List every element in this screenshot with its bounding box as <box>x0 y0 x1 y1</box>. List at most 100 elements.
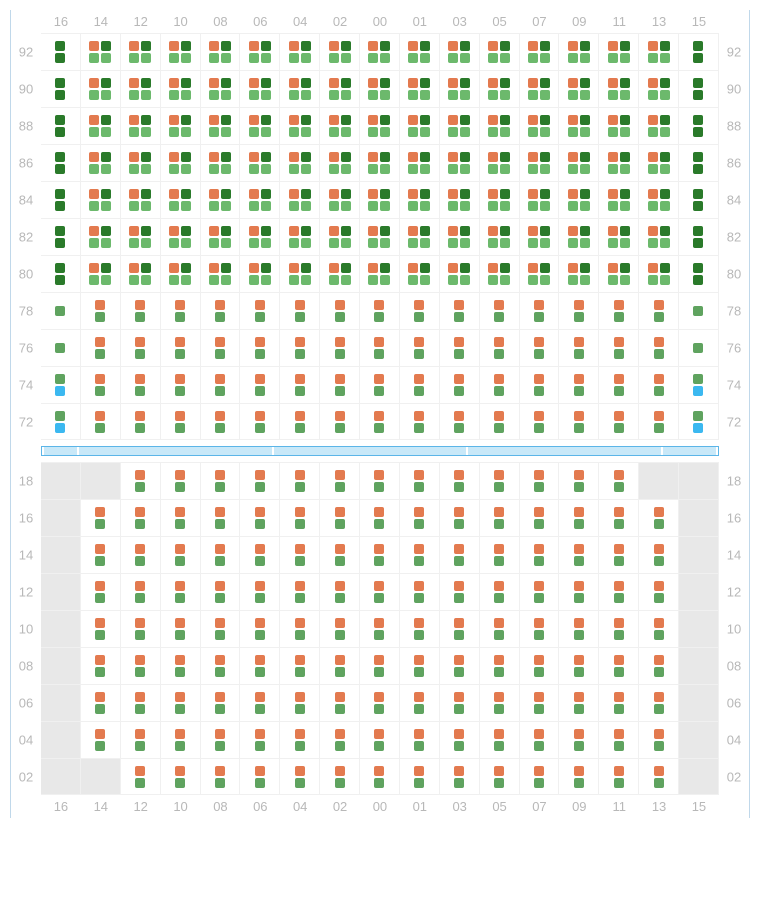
port-square[interactable] <box>654 729 664 739</box>
port-square[interactable] <box>209 201 219 211</box>
port-square[interactable] <box>580 78 590 88</box>
port-square[interactable] <box>614 374 624 384</box>
port-square[interactable] <box>335 470 345 480</box>
port-square[interactable] <box>580 90 590 100</box>
port-square[interactable] <box>95 300 105 310</box>
port-square[interactable] <box>534 581 544 591</box>
port-square[interactable] <box>494 312 504 322</box>
port-square[interactable] <box>488 238 498 248</box>
port-square[interactable] <box>654 411 664 421</box>
port-square[interactable] <box>500 263 510 273</box>
port-square[interactable] <box>574 729 584 739</box>
port-square[interactable] <box>454 778 464 788</box>
port-square[interactable] <box>500 275 510 285</box>
port-square[interactable] <box>329 78 339 88</box>
port-square[interactable] <box>55 90 65 100</box>
port-square[interactable] <box>574 423 584 433</box>
port-square[interactable] <box>335 778 345 788</box>
port-square[interactable] <box>660 53 670 63</box>
port-square[interactable] <box>335 655 345 665</box>
port-square[interactable] <box>374 544 384 554</box>
port-square[interactable] <box>335 482 345 492</box>
port-square[interactable] <box>414 411 424 421</box>
port-square[interactable] <box>101 201 111 211</box>
port-square[interactable] <box>141 78 151 88</box>
port-square[interactable] <box>341 127 351 137</box>
port-square[interactable] <box>494 692 504 702</box>
port-square[interactable] <box>574 411 584 421</box>
port-square[interactable] <box>654 507 664 517</box>
port-square[interactable] <box>289 263 299 273</box>
port-square[interactable] <box>408 127 418 137</box>
port-square[interactable] <box>169 201 179 211</box>
port-square[interactable] <box>175 507 185 517</box>
port-square[interactable] <box>380 90 390 100</box>
port-square[interactable] <box>460 41 470 51</box>
port-square[interactable] <box>295 581 305 591</box>
port-square[interactable] <box>460 226 470 236</box>
port-square[interactable] <box>141 53 151 63</box>
port-square[interactable] <box>289 115 299 125</box>
port-square[interactable] <box>534 618 544 628</box>
port-square[interactable] <box>301 238 311 248</box>
port-square[interactable] <box>500 90 510 100</box>
port-square[interactable] <box>408 189 418 199</box>
port-square[interactable] <box>95 337 105 347</box>
port-square[interactable] <box>420 201 430 211</box>
port-square[interactable] <box>494 374 504 384</box>
port-square[interactable] <box>295 778 305 788</box>
port-square[interactable] <box>341 164 351 174</box>
port-square[interactable] <box>614 544 624 554</box>
port-square[interactable] <box>295 349 305 359</box>
port-square[interactable] <box>494 544 504 554</box>
port-square[interactable] <box>454 692 464 702</box>
port-square[interactable] <box>135 544 145 554</box>
port-square[interactable] <box>129 263 139 273</box>
port-square[interactable] <box>540 90 550 100</box>
port-square[interactable] <box>420 263 430 273</box>
port-square[interactable] <box>648 201 658 211</box>
port-square[interactable] <box>648 78 658 88</box>
port-square[interactable] <box>329 275 339 285</box>
port-square[interactable] <box>89 189 99 199</box>
port-square[interactable] <box>568 238 578 248</box>
port-square[interactable] <box>494 423 504 433</box>
port-square[interactable] <box>614 655 624 665</box>
port-square[interactable] <box>341 41 351 51</box>
port-square[interactable] <box>95 544 105 554</box>
port-square[interactable] <box>289 78 299 88</box>
port-square[interactable] <box>329 164 339 174</box>
port-square[interactable] <box>534 655 544 665</box>
port-square[interactable] <box>660 189 670 199</box>
port-square[interactable] <box>221 127 231 137</box>
port-square[interactable] <box>654 337 664 347</box>
port-square[interactable] <box>614 630 624 640</box>
port-square[interactable] <box>221 152 231 162</box>
port-square[interactable] <box>580 53 590 63</box>
port-square[interactable] <box>580 238 590 248</box>
port-square[interactable] <box>335 704 345 714</box>
port-square[interactable] <box>175 556 185 566</box>
port-square[interactable] <box>620 238 630 248</box>
port-square[interactable] <box>408 201 418 211</box>
port-square[interactable] <box>101 53 111 63</box>
port-square[interactable] <box>614 741 624 751</box>
port-square[interactable] <box>500 127 510 137</box>
port-square[interactable] <box>488 263 498 273</box>
port-square[interactable] <box>335 544 345 554</box>
port-square[interactable] <box>175 423 185 433</box>
port-square[interactable] <box>215 655 225 665</box>
port-square[interactable] <box>454 766 464 776</box>
port-square[interactable] <box>295 519 305 529</box>
port-square[interactable] <box>574 519 584 529</box>
port-square[interactable] <box>261 275 271 285</box>
port-square[interactable] <box>614 692 624 702</box>
port-square[interactable] <box>368 78 378 88</box>
port-square[interactable] <box>414 312 424 322</box>
port-square[interactable] <box>181 78 191 88</box>
port-square[interactable] <box>255 482 265 492</box>
port-square[interactable] <box>460 201 470 211</box>
port-square[interactable] <box>614 729 624 739</box>
port-square[interactable] <box>335 630 345 640</box>
port-square[interactable] <box>215 374 225 384</box>
